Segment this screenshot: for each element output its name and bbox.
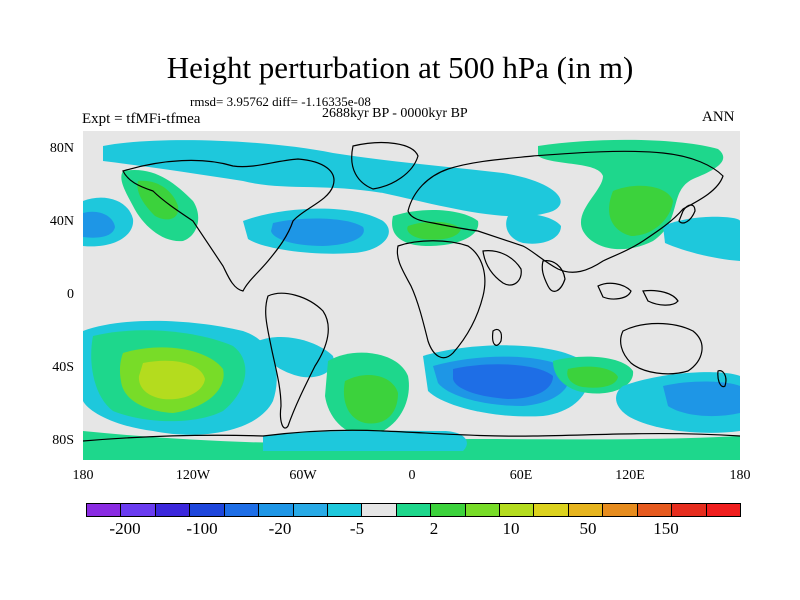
season-label: ANN: [702, 109, 735, 125]
colorbar-swatch: [189, 503, 225, 517]
coastlines: [83, 141, 740, 442]
period-label: 2688kyr BP - 0000kyr BP: [322, 106, 468, 121]
lon-label-60w: 60W: [289, 468, 317, 483]
lat-label-80s: 80S: [52, 433, 74, 448]
colorbar-swatch: [636, 503, 673, 517]
lon-label-180w: 180: [72, 468, 94, 483]
colorbar-label-2: 2: [429, 519, 439, 538]
lat-label-80n: 80N: [49, 141, 74, 156]
contour-fields: [83, 139, 740, 460]
colorbar-swatch: [533, 503, 569, 517]
colorbar-swatch: [361, 503, 397, 517]
colorbar-swatch: [120, 503, 156, 517]
lon-label-120w: 120W: [175, 468, 211, 483]
colorbar-label-50: 50: [579, 519, 597, 538]
colorbar-swatch: [705, 503, 741, 517]
lon-label-0: 0: [408, 468, 416, 483]
lon-label-60e: 60E: [509, 468, 533, 483]
colorbar-swatch: [154, 503, 191, 517]
colorbar-swatch: [326, 503, 363, 517]
colorbar-swatch: [671, 503, 707, 517]
colorbar-swatch: [86, 503, 122, 517]
lat-label-40n: 40N: [49, 214, 74, 229]
colorbar-swatch: [395, 503, 432, 517]
lon-label-180e: 180: [729, 468, 751, 483]
lat-label-40s: 40S: [52, 360, 74, 375]
colorbar-swatch: [499, 503, 535, 517]
world-map: [83, 131, 740, 460]
colorbar-swatch: [602, 503, 638, 517]
colorbar-label-neg5: -5: [349, 519, 365, 538]
colorbar-swatch: [223, 503, 260, 517]
colorbar-swatch: [258, 503, 294, 517]
experiment-label: Expt = tfMFi-tfmea: [82, 111, 201, 127]
lon-label-120e: 120E: [615, 468, 645, 483]
colorbar-label-neg100: -100: [186, 519, 218, 538]
colorbar-swatch: [430, 503, 466, 517]
colorbar-swatch: [464, 503, 501, 517]
plot-title: Height perturbation at 500 hPa (in m): [166, 50, 634, 85]
colorbar-label-150: 150: [653, 519, 679, 538]
colorbar-label-10: 10: [502, 519, 520, 538]
colorbar-label-neg200: -200: [109, 519, 141, 538]
colorbar-swatch: [292, 503, 328, 517]
colorbar-label-neg20: -20: [268, 519, 292, 538]
colorbar-swatch: [567, 503, 604, 517]
stats-line: rmsd= 3.95762 diff= -1.16335e-08: [190, 94, 371, 109]
lat-label-0: 0: [67, 287, 74, 302]
